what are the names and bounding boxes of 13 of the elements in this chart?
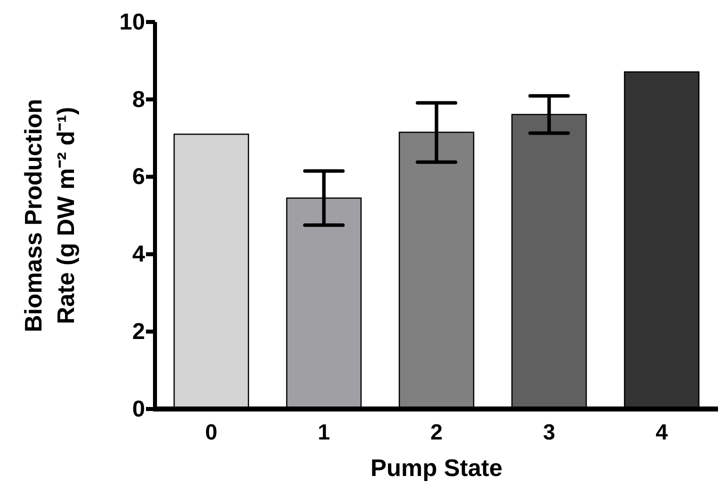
- x-tick-label: 3: [542, 420, 556, 444]
- y-axis-title: Biomass Production Rate (g DW m⁻² d⁻¹): [20, 98, 80, 332]
- y-tick-label: 10: [119, 8, 145, 34]
- x-tick-label: 1: [318, 420, 330, 444]
- y-tick-label: 6: [132, 163, 145, 190]
- x-tick-label: 2: [430, 420, 443, 444]
- y-tick-label: 2: [132, 318, 145, 344]
- y-tick-label: 4: [132, 240, 146, 267]
- x-tick-label: 4: [656, 420, 669, 444]
- y-tick-label: 0: [132, 395, 145, 422]
- x-tick-label: 0: [205, 420, 218, 444]
- x-axis-title: Pump State: [370, 455, 503, 482]
- y-tick-label: 8: [132, 86, 146, 112]
